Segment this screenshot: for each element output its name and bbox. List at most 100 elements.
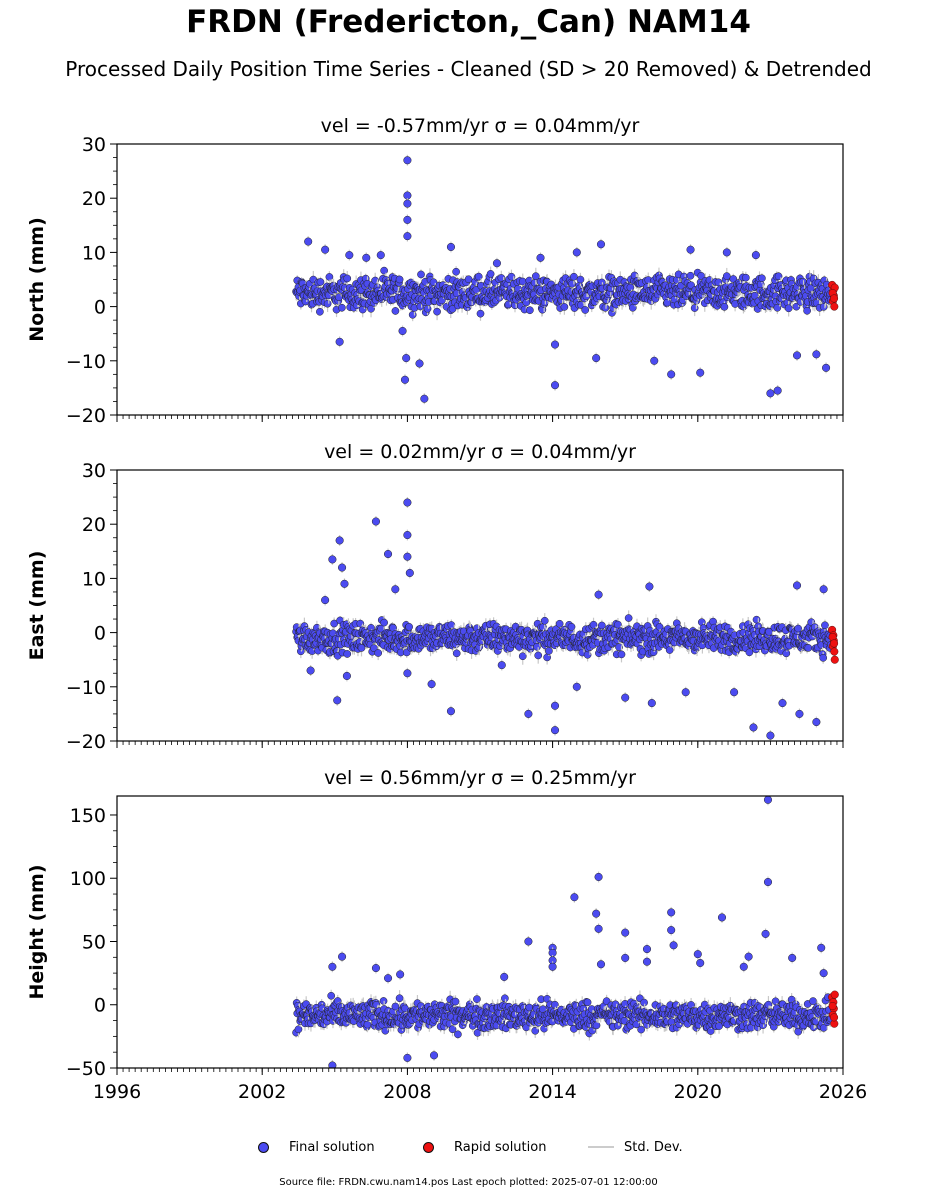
final-solution-point [383, 549, 393, 559]
final-solution-point [395, 275, 404, 284]
final-solution-point [560, 303, 569, 311]
final-solution-point [403, 156, 412, 165]
final-solution-point [596, 240, 606, 249]
final-solution-point [714, 278, 723, 287]
final-solution-point [806, 284, 815, 293]
final-solution-point [476, 309, 485, 318]
panel-title-east: vel = 0.02mm/yr σ = 0.04mm/yr [324, 441, 636, 463]
y-tick-label: 0 [94, 297, 106, 319]
final-solution-point [448, 305, 457, 313]
final-solution-point [550, 701, 560, 710]
figure-title: FRDN (Fredericton,_Can) NAM14 [186, 4, 751, 40]
final-solution-point [741, 273, 750, 282]
final-solution-point [526, 306, 534, 315]
final-solution-point [403, 498, 412, 507]
final-solution-point [497, 661, 506, 670]
final-solution-point [427, 680, 436, 689]
final-solution-point [415, 359, 424, 368]
final-solution-point [433, 307, 441, 316]
final-solution-point [340, 579, 349, 588]
y-tick-label: −20 [66, 405, 106, 427]
final-solution-point [722, 272, 731, 280]
final-solution-point [446, 707, 456, 716]
final-solution-point [376, 251, 385, 260]
final-solution-point [794, 624, 803, 633]
final-solution-point [545, 647, 553, 655]
final-solution-point [405, 568, 414, 578]
final-solution-point [464, 275, 473, 284]
final-solution-point [617, 650, 626, 659]
final-solution-point [550, 726, 560, 735]
final-solution-point [594, 590, 603, 599]
final-solution-point [758, 274, 766, 283]
panel-height: 1996 2002 2008 2014 2020 2026−50050100150vel … [26, 767, 867, 1103]
final-solution-point [400, 375, 410, 384]
final-solution-point [773, 386, 782, 395]
figure-subtitle: Processed Daily Position Time Series - C… [65, 57, 872, 81]
final-solution-point [803, 306, 811, 315]
final-solution-point [534, 651, 543, 660]
final-solution-point [321, 245, 330, 254]
final-solution-point [452, 267, 460, 276]
final-solution-point [338, 303, 346, 312]
final-solution-point [304, 237, 313, 246]
final-solution-point [316, 307, 324, 316]
final-solution-point [567, 622, 576, 631]
final-solution-point [362, 253, 371, 262]
final-solution-point [327, 991, 336, 1000]
final-solution-point [550, 381, 560, 390]
final-solution-point [321, 596, 330, 605]
y-tick-label: −10 [66, 677, 106, 699]
y-tick-label: 20 [82, 514, 106, 536]
final-solution-point [778, 699, 787, 708]
final-solution-point [357, 644, 366, 652]
y-tick-label: 30 [82, 134, 106, 156]
final-solution-point [342, 671, 351, 681]
rapid-solution-point [829, 639, 839, 648]
final-solution-point [766, 389, 775, 398]
final-solution-point [343, 650, 352, 658]
final-solution-point [536, 253, 545, 262]
axes-frame [116, 469, 844, 742]
final-solution-point [624, 614, 633, 622]
final-solution-point [749, 723, 758, 732]
panel-east: −20 −10 0 10 20 30 vel = 0.02mm/yr σ = 0.04mm/… [26, 441, 844, 753]
final-solution-point [405, 622, 413, 631]
final-solution-point [598, 621, 606, 630]
final-solution-point [403, 669, 412, 678]
final-solution-point [402, 354, 411, 363]
final-solution-point [391, 1002, 400, 1011]
final-solution-point [645, 582, 654, 591]
final-solution-point [330, 619, 339, 628]
plot-area-height [292, 796, 839, 1068]
final-solution-point [391, 585, 400, 594]
y-tick-label: 30 [82, 460, 106, 482]
rapid-solution-point [829, 294, 839, 303]
final-solution-point [306, 666, 315, 675]
panel-north: −20 −10 0 10 20 30 vel = -0.57mm/yr σ = 0.04mm… [26, 115, 844, 427]
final-solution-point [647, 699, 656, 708]
final-solution-point [533, 642, 541, 651]
final-solution-point [403, 191, 412, 200]
final-solution-point [650, 356, 659, 365]
final-solution-point [686, 271, 695, 280]
final-solution-point [750, 291, 759, 300]
final-solution-point [403, 530, 412, 540]
y-tick-label: −10 [66, 351, 106, 373]
y-tick-label: 20 [82, 188, 106, 210]
final-solution-point [663, 298, 672, 307]
panel-title-north: vel = -0.57mm/yr σ = 0.04mm/yr [321, 115, 640, 137]
final-solution-point [408, 310, 417, 319]
final-solution-point [792, 351, 802, 360]
final-solution-point [626, 283, 635, 292]
final-solution-point [543, 653, 551, 662]
final-solution-point [333, 696, 342, 705]
final-solution-point [722, 248, 731, 257]
plot-area-east [292, 497, 839, 741]
final-solution-point [403, 552, 412, 561]
final-solution-point [486, 270, 495, 278]
final-solution-point [665, 646, 674, 654]
final-solution-point [448, 1025, 457, 1034]
final-solution-point [614, 620, 622, 629]
final-solution-point [555, 619, 564, 628]
